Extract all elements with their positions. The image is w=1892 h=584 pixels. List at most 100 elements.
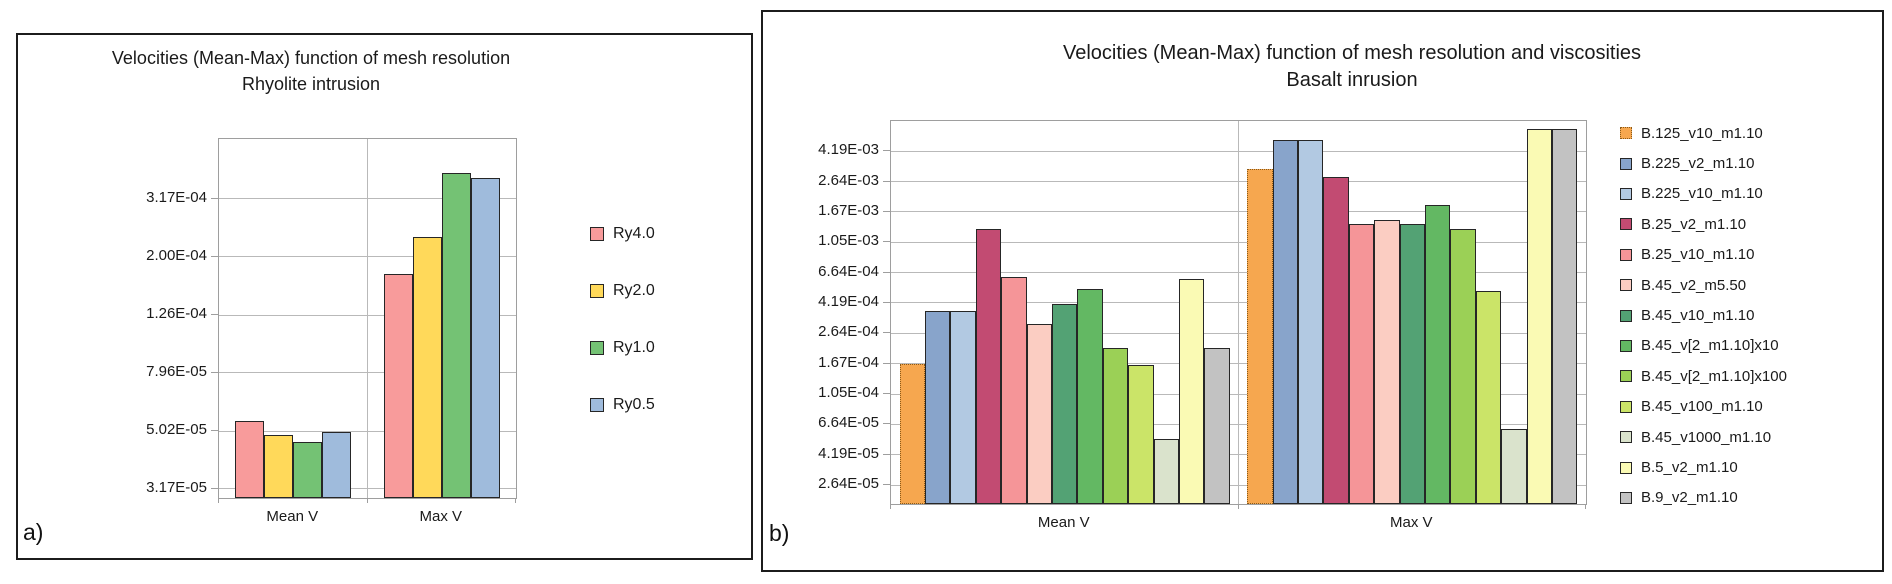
- legend-item: Ry2.0: [590, 262, 655, 319]
- legend-label: B.45_v100_m1.10: [1641, 398, 1763, 416]
- y-axis-tick: [883, 271, 890, 273]
- legend-swatch-icon: [1620, 157, 1632, 170]
- y-axis-tick: [211, 371, 218, 373]
- legend-label: Ry0.5: [613, 395, 655, 413]
- bar: [1348, 223, 1375, 504]
- bar: [412, 236, 442, 498]
- bar: [1052, 303, 1078, 504]
- legend-item: B.25_v2_m1.10: [1620, 209, 1746, 239]
- bar: [1001, 277, 1027, 504]
- bar: [1297, 139, 1324, 504]
- bar: [1424, 205, 1451, 504]
- bar: [441, 172, 471, 498]
- legend-label: B.25_v2_m1.10: [1641, 215, 1747, 233]
- legend-item: B.225_v2_m1.10: [1620, 148, 1754, 178]
- chart-b-title-block: Velocities (Mean-Max) function of mesh r…: [890, 40, 1814, 94]
- chart-b-subtitle: Basalt inrusion: [1286, 69, 1418, 91]
- legend-swatch-icon: [1620, 127, 1632, 140]
- y-tick-label: 4.19E-03: [818, 141, 879, 159]
- y-tick-label: 1.05E-03: [818, 232, 879, 250]
- x-axis-tick: [1237, 504, 1239, 509]
- y-tick-label: 1.67E-04: [818, 353, 879, 371]
- x-axis-tick: [366, 498, 368, 503]
- bar: [1128, 365, 1154, 504]
- y-tick-label: 7.96E-05: [146, 362, 207, 380]
- x-axis-tick: [1585, 504, 1586, 509]
- y-axis-tick: [883, 301, 890, 303]
- bar: [1204, 348, 1230, 504]
- legend-swatch-icon: [1620, 187, 1632, 200]
- legend-label: Ry1.0: [613, 338, 655, 356]
- y-axis-tick: [211, 255, 218, 257]
- legend-swatch-icon: [590, 226, 604, 241]
- bar: [1102, 348, 1129, 504]
- legend-swatch-icon: [590, 340, 604, 355]
- x-axis-tick: [890, 504, 891, 509]
- y-tick-label: 6.64E-04: [818, 262, 879, 280]
- bar: [1399, 224, 1425, 504]
- category-divider-gridline: [367, 139, 368, 498]
- y-tick-label: 1.05E-04: [818, 384, 879, 402]
- y-axis-tick: [883, 453, 890, 455]
- y-axis-tick: [883, 241, 890, 243]
- bar: [1077, 288, 1103, 504]
- y-axis-tick: [883, 180, 890, 182]
- legend-swatch-icon: [1620, 218, 1632, 231]
- bar: [235, 420, 265, 498]
- bar: [383, 273, 413, 498]
- y-axis-tick: [211, 430, 218, 432]
- legend-label: Ry2.0: [613, 281, 655, 299]
- y-axis-tick: [883, 484, 890, 486]
- legend-swatch-icon: [1620, 339, 1632, 352]
- bar: [950, 311, 976, 504]
- legend-swatch-icon: [1620, 491, 1632, 504]
- legend-swatch-icon: [1620, 248, 1632, 261]
- y-axis-tick: [883, 210, 890, 212]
- panel-b: Velocities (Mean-Max) function of mesh r…: [761, 10, 1884, 572]
- chart-a-title-block: Velocities (Mean-Max) function of mesh r…: [58, 45, 564, 97]
- legend-label: Ry4.0: [613, 224, 655, 242]
- legend-swatch-icon: [1620, 400, 1632, 413]
- x-category-label: Max V: [1389, 514, 1433, 531]
- legend-item: B.225_v10_m1.10: [1620, 179, 1763, 209]
- legend-label: B.45_v[2_m1.10]x100: [1641, 367, 1787, 385]
- legend-item: B.9_v2_m1.10: [1620, 483, 1738, 513]
- y-tick-label: 2.64E-04: [818, 323, 879, 341]
- legend-label: B.45_v1000_m1.10: [1641, 428, 1772, 446]
- y-tick-label: 5.02E-05: [146, 421, 207, 439]
- legend-swatch-icon: [590, 397, 604, 412]
- y-axis-tick: [883, 423, 890, 425]
- legend-label: B.9_v2_m1.10: [1641, 489, 1738, 507]
- y-axis-tick: [211, 487, 218, 489]
- legend-swatch-icon: [1620, 279, 1632, 292]
- bar: [470, 177, 500, 498]
- y-axis-tick: [883, 332, 890, 334]
- bar: [322, 431, 352, 498]
- legend-label: B.45_v[2_m1.10]x10: [1641, 337, 1779, 355]
- legend-label: B.45_v2_m5.50: [1641, 276, 1747, 294]
- category-divider-gridline: [1238, 121, 1239, 504]
- legend-swatch-icon: [1620, 431, 1632, 444]
- x-axis-tick: [515, 498, 516, 503]
- x-axis-tick: [218, 498, 219, 503]
- chart-b-plot-area: [890, 120, 1587, 505]
- y-tick-label: 3.17E-04: [146, 188, 207, 206]
- legend-item: Ry1.0: [590, 319, 655, 376]
- y-tick-label: 1.67E-03: [818, 201, 879, 219]
- legend-item: B.45_v100_m1.10: [1620, 392, 1763, 422]
- y-tick-label: 2.64E-03: [818, 171, 879, 189]
- bar: [1501, 428, 1527, 504]
- y-tick-label: 3.17E-05: [146, 478, 207, 496]
- bar: [1272, 139, 1298, 504]
- legend-swatch-icon: [590, 283, 604, 298]
- legend-label: B.25_v10_m1.10: [1641, 246, 1755, 264]
- legend-label: B.125_v10_m1.10: [1641, 124, 1763, 142]
- chart-a-title: Velocities (Mean-Max) function of mesh r…: [111, 48, 511, 68]
- bar: [975, 229, 1002, 504]
- y-tick-label: 4.19E-04: [818, 292, 879, 310]
- y-tick-label: 1.26E-04: [146, 305, 207, 323]
- legend-item: B.45_v10_m1.10: [1620, 300, 1754, 330]
- legend-item: Ry4.0: [590, 205, 655, 262]
- bar: [1323, 176, 1349, 504]
